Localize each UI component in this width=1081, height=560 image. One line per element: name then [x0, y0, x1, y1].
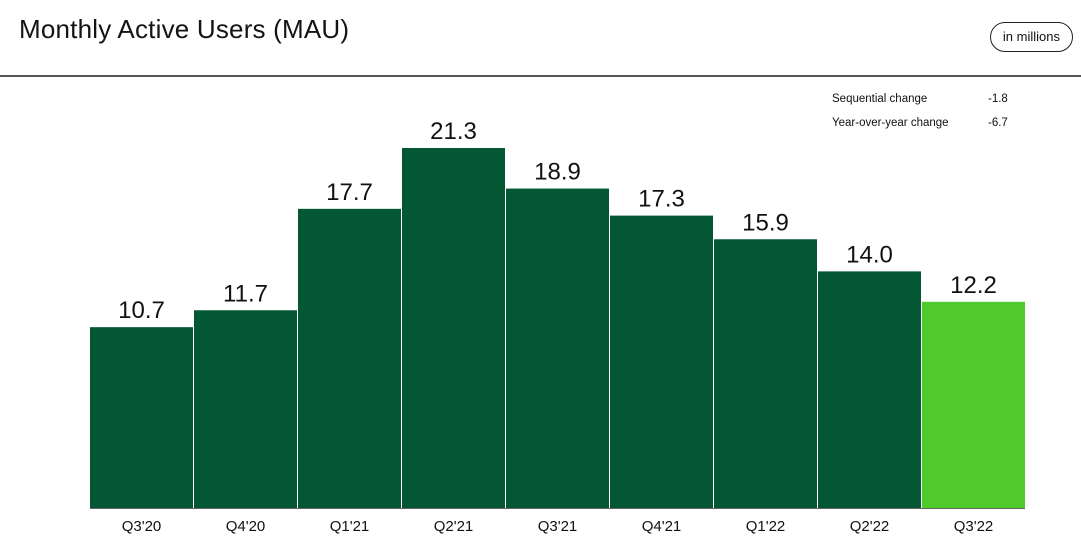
x-tick-label: Q2'21 — [434, 518, 474, 535]
bar — [714, 239, 817, 508]
bar-value-label: 11.7 — [223, 280, 268, 307]
x-tick-label: Q1'22 — [746, 518, 786, 535]
units-badge: in millions — [989, 22, 1073, 52]
x-tick-label: Q3'22 — [954, 518, 994, 535]
bar-value-label: 17.3 — [638, 186, 685, 213]
header-divider — [0, 75, 1081, 77]
bar — [194, 310, 297, 508]
stat-value: -6.7 — [988, 117, 1008, 129]
bar — [818, 271, 921, 508]
x-tick-label: Q2'22 — [850, 518, 890, 535]
stat-label: Year-over-year change — [832, 117, 949, 129]
bar — [922, 301, 1025, 508]
bar — [506, 188, 609, 508]
chart-title: Monthly Active Users (MAU) — [19, 14, 350, 44]
bar-value-label: 12.2 — [950, 272, 997, 299]
bar-value-label: 15.9 — [742, 209, 789, 236]
stat-value: -1.8 — [988, 93, 1008, 105]
x-tick-label: Q3'21 — [538, 518, 578, 535]
bar — [402, 148, 505, 508]
bar-value-label: 18.9 — [534, 159, 581, 186]
bar — [90, 327, 193, 508]
x-tick-label: Q4'20 — [226, 518, 266, 535]
bar-value-label: 21.3 — [430, 118, 477, 145]
bar-value-label: 14.0 — [846, 241, 893, 268]
bar — [298, 208, 401, 508]
bar-value-label: 17.7 — [326, 179, 373, 206]
x-tick-label: Q3'20 — [122, 518, 162, 535]
bar — [610, 215, 713, 508]
x-tick-label: Q4'21 — [642, 518, 682, 535]
stat-label: Sequential change — [832, 93, 928, 105]
bar-value-label: 10.7 — [118, 297, 165, 324]
x-tick-label: Q1'21 — [330, 518, 370, 535]
